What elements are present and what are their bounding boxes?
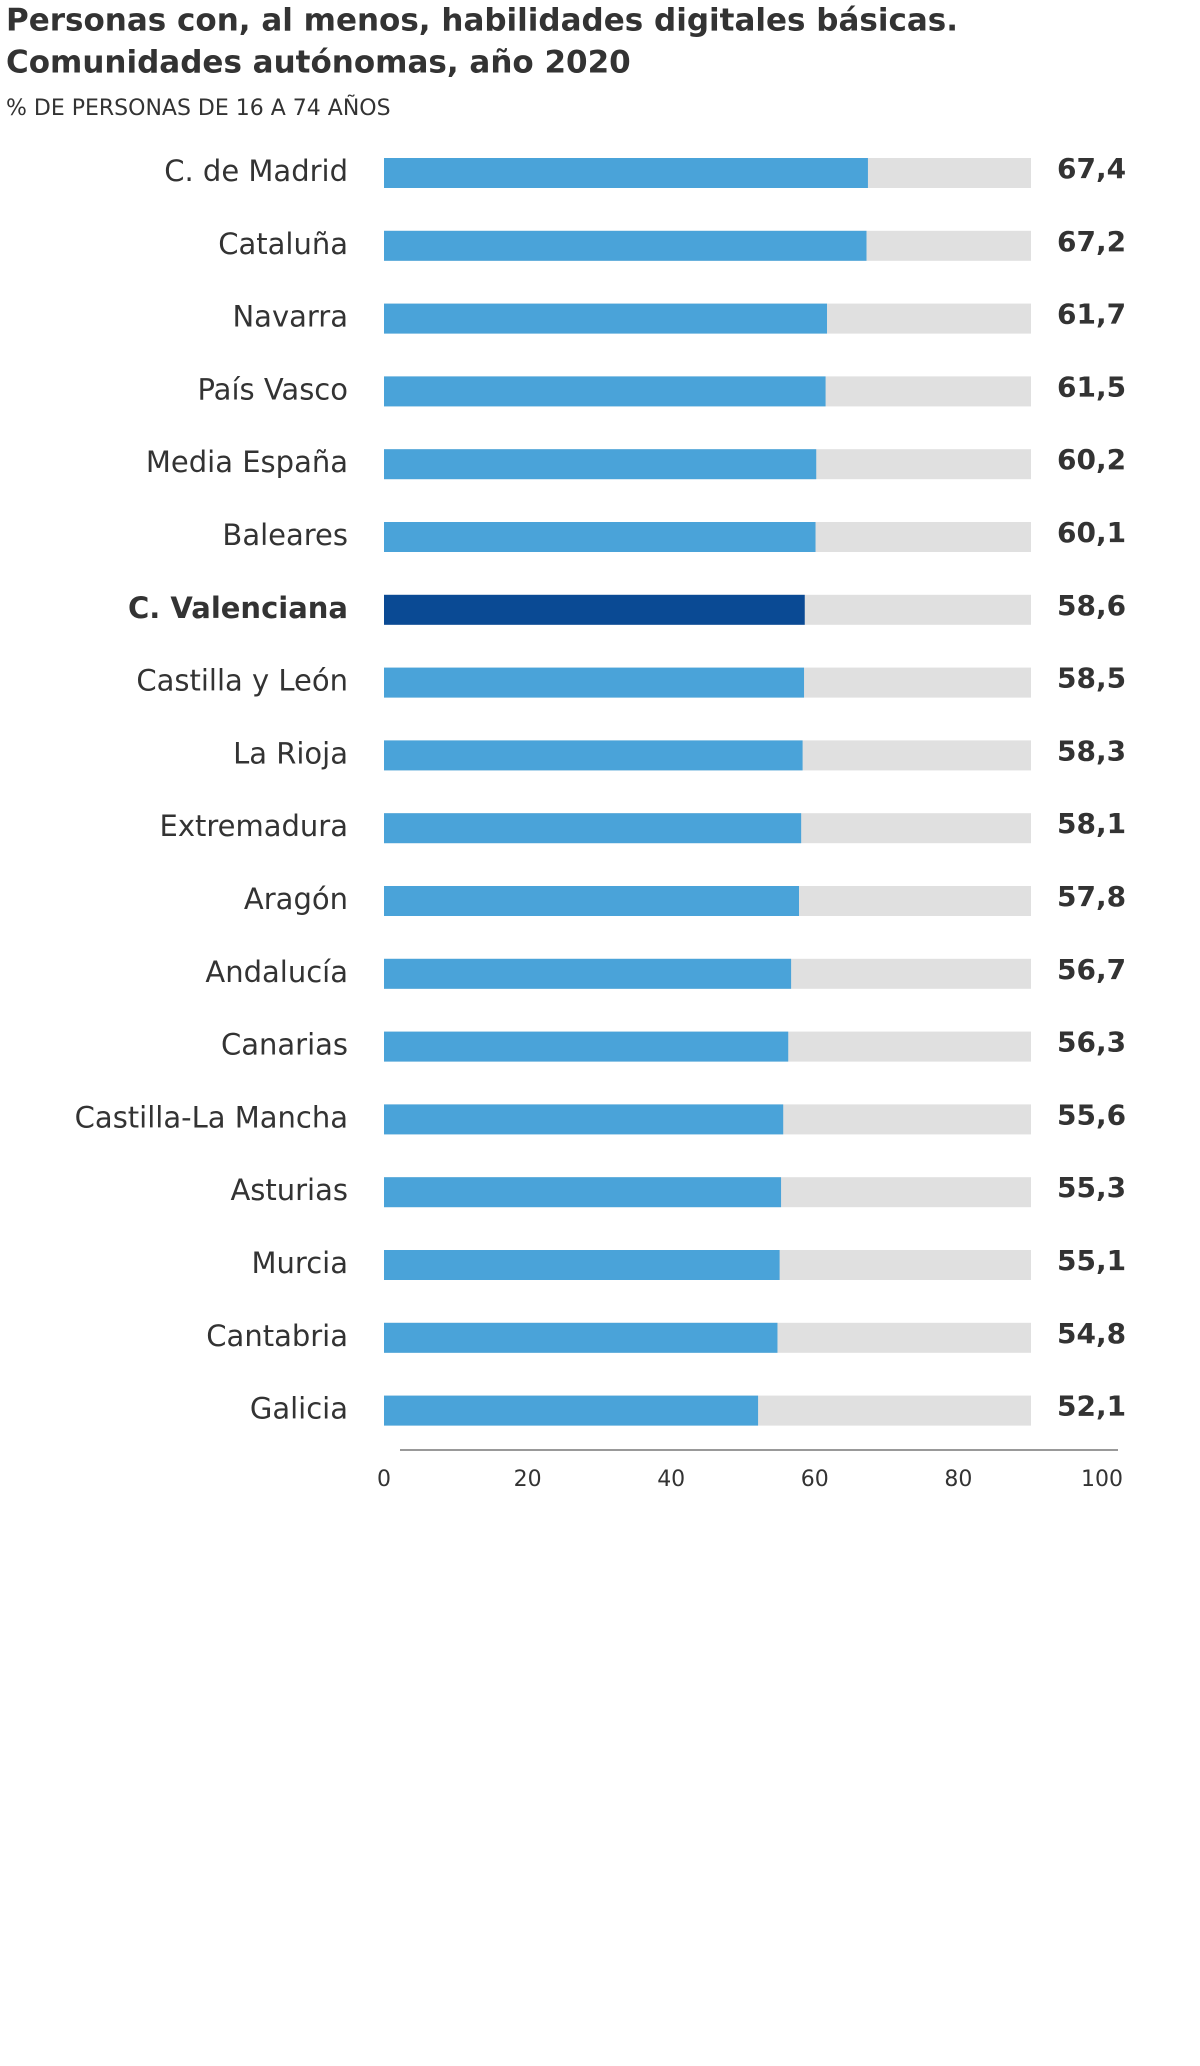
value-label: 58,1	[1057, 807, 1126, 840]
value-label: 55,6	[1057, 1098, 1126, 1131]
bar	[384, 958, 792, 989]
chart-title: Personas con, al menos, habilidades digi…	[6, 3, 958, 39]
x-tick-label: 100	[1081, 1467, 1123, 1492]
value-label: 58,6	[1057, 589, 1126, 622]
bar	[384, 230, 867, 261]
category-label: Andalucía	[205, 955, 348, 989]
value-label: 67,2	[1057, 225, 1126, 258]
value-label: 54,8	[1057, 1317, 1126, 1350]
value-label: 55,1	[1057, 1244, 1126, 1277]
category-label: C. Valenciana	[128, 591, 348, 625]
category-label: Media España	[146, 445, 348, 479]
value-label: 67,4	[1057, 152, 1126, 185]
x-tick-label: 60	[801, 1467, 829, 1492]
value-label: 56,7	[1057, 953, 1126, 986]
value-label: 56,3	[1057, 1026, 1126, 1059]
axis-label: % DE PERSONAS DE 16 A 74 AÑOS	[6, 94, 391, 121]
bar	[384, 813, 802, 844]
category-label: Castilla-La Mancha	[75, 1100, 348, 1134]
value-label: 58,5	[1057, 662, 1126, 695]
chart-subtitle: Comunidades autónomas, año 2020	[6, 45, 631, 81]
category-label: Cantabria	[206, 1319, 348, 1353]
bar	[384, 886, 800, 916]
category-label: Aragón	[244, 882, 348, 916]
category-label: Asturias	[230, 1173, 348, 1207]
bar	[384, 1395, 759, 1426]
category-label: Extremadura	[160, 809, 349, 843]
value-label: 61,7	[1057, 298, 1126, 331]
bar	[384, 667, 805, 698]
bar	[384, 740, 803, 771]
x-tick-label: 40	[657, 1467, 685, 1492]
value-label: 57,8	[1057, 880, 1126, 913]
category-label: Murcia	[252, 1246, 348, 1280]
bar	[384, 594, 805, 625]
category-label: C. de Madrid	[164, 154, 348, 188]
category-label: Canarias	[221, 1028, 348, 1062]
category-label: La Rioja	[233, 736, 348, 770]
x-tick-label: 0	[377, 1467, 391, 1492]
value-label: 60,2	[1057, 443, 1126, 476]
bar	[384, 376, 826, 407]
x-tick-label: 20	[514, 1467, 542, 1492]
bar	[384, 1322, 778, 1353]
category-label: Navarra	[232, 300, 348, 334]
bar	[384, 522, 816, 552]
bar	[384, 158, 868, 188]
x-tick-label: 80	[944, 1467, 972, 1492]
value-label: 52,1	[1057, 1390, 1126, 1423]
bar	[384, 1104, 784, 1135]
bar	[384, 1031, 789, 1062]
category-label: País Vasco	[198, 372, 349, 406]
bar	[384, 1177, 782, 1208]
bar	[384, 303, 828, 334]
category-label: Baleares	[222, 518, 348, 552]
value-label: 60,1	[1057, 516, 1126, 549]
bar	[384, 1250, 780, 1280]
value-label: 58,3	[1057, 734, 1126, 767]
value-label: 61,5	[1057, 370, 1126, 403]
category-label: Galicia	[250, 1392, 348, 1426]
value-label: 55,3	[1057, 1171, 1126, 1204]
category-label: Cataluña	[218, 227, 348, 261]
category-label: Castilla y León	[136, 664, 348, 698]
bar	[384, 449, 817, 480]
